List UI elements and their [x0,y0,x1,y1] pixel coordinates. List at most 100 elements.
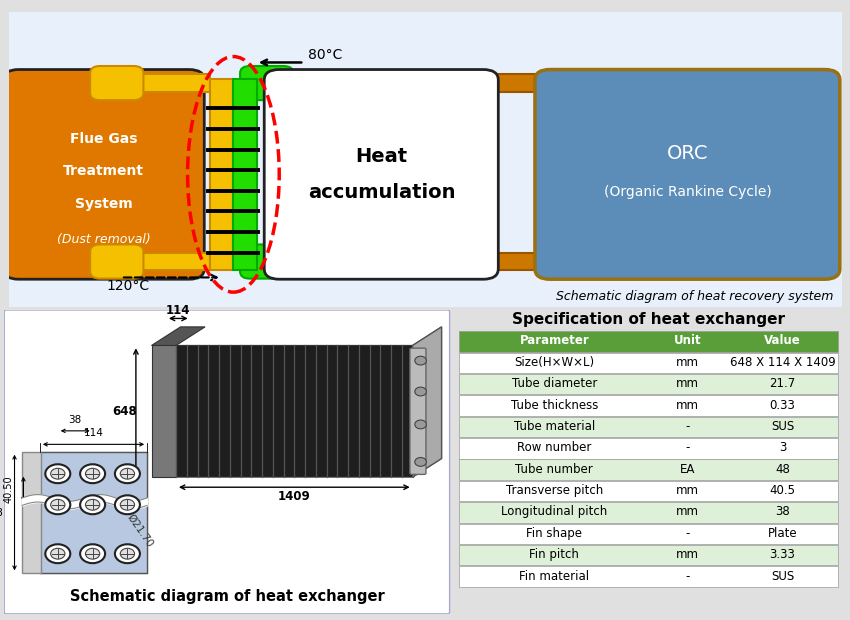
Text: mm: mm [677,548,700,561]
Text: (Organic Rankine Cycle): (Organic Rankine Cycle) [604,185,771,199]
FancyBboxPatch shape [90,244,144,278]
Text: mm: mm [677,505,700,518]
FancyBboxPatch shape [6,11,844,309]
Text: 114: 114 [83,428,104,438]
FancyBboxPatch shape [22,452,41,574]
Circle shape [86,499,99,510]
FancyBboxPatch shape [459,480,837,502]
Text: 1409: 1409 [278,490,311,503]
Text: 648 X 114 X 1409: 648 X 114 X 1409 [729,356,836,369]
Circle shape [415,356,427,365]
FancyBboxPatch shape [240,244,293,278]
Circle shape [51,499,65,510]
FancyBboxPatch shape [255,253,279,270]
Text: ORC: ORC [666,144,708,163]
Circle shape [415,420,427,429]
Circle shape [45,544,71,563]
Text: Heat: Heat [355,147,408,166]
Text: Treatment: Treatment [63,164,144,179]
Text: Specification of heat exchanger: Specification of heat exchanger [512,311,785,327]
Circle shape [45,495,71,514]
FancyBboxPatch shape [459,438,837,459]
FancyBboxPatch shape [40,452,147,574]
Text: Tube material: Tube material [513,420,595,433]
Text: 40.50: 40.50 [3,476,14,503]
Text: Size(H×W×L): Size(H×W×L) [514,356,594,369]
Text: Ø21.70: Ø21.70 [125,512,156,549]
Text: Unit: Unit [674,334,701,347]
Text: mm: mm [677,484,700,497]
Text: mm: mm [677,399,700,412]
Text: 3.33: 3.33 [769,548,796,561]
Circle shape [115,544,140,563]
Circle shape [115,495,140,514]
Text: accumulation: accumulation [308,182,456,202]
FancyBboxPatch shape [459,331,837,352]
Text: SUS: SUS [771,420,794,433]
Polygon shape [151,327,205,345]
Text: Schematic diagram of heat recovery system: Schematic diagram of heat recovery syste… [556,290,833,303]
Text: 114: 114 [166,304,190,316]
FancyBboxPatch shape [459,417,837,437]
FancyBboxPatch shape [234,79,257,270]
FancyBboxPatch shape [459,502,837,523]
Text: Fin shape: Fin shape [526,527,582,540]
FancyBboxPatch shape [255,74,279,92]
FancyBboxPatch shape [410,348,426,474]
FancyBboxPatch shape [4,310,450,614]
FancyBboxPatch shape [484,253,552,270]
Text: 120°C: 120°C [107,280,150,293]
Circle shape [121,468,134,479]
FancyBboxPatch shape [535,69,840,279]
FancyBboxPatch shape [264,69,498,279]
Text: System: System [75,197,133,211]
FancyBboxPatch shape [104,253,210,270]
Text: 48: 48 [775,463,790,476]
Text: 3: 3 [779,441,786,454]
FancyBboxPatch shape [459,353,837,373]
Circle shape [51,468,65,479]
Text: Fin pitch: Fin pitch [530,548,580,561]
FancyBboxPatch shape [459,566,837,587]
Circle shape [415,387,427,396]
Text: Longitudinal pitch: Longitudinal pitch [502,505,608,518]
Text: Row number: Row number [517,441,592,454]
Circle shape [80,464,105,483]
Text: -: - [686,441,690,454]
Circle shape [415,458,427,466]
Text: -: - [686,527,690,540]
Text: Flue Gas: Flue Gas [70,132,137,146]
Text: Tube thickness: Tube thickness [511,399,598,412]
FancyBboxPatch shape [459,374,837,394]
Circle shape [121,499,134,510]
FancyBboxPatch shape [459,459,837,480]
Circle shape [115,464,140,483]
Circle shape [86,548,99,559]
FancyBboxPatch shape [459,523,837,544]
Text: 648: 648 [112,405,137,418]
Text: Fin material: Fin material [519,570,589,583]
Text: SUS: SUS [771,570,794,583]
Circle shape [121,548,134,559]
Polygon shape [412,327,441,477]
Text: 38: 38 [775,505,790,518]
Text: mm: mm [677,356,700,369]
Text: 40.5: 40.5 [769,484,796,497]
FancyBboxPatch shape [484,74,552,92]
Text: Tube number: Tube number [515,463,593,476]
FancyBboxPatch shape [3,69,204,279]
Circle shape [80,495,105,514]
Text: Value: Value [764,334,801,347]
Text: EA: EA [680,463,695,476]
Text: Parameter: Parameter [519,334,589,347]
Text: Schematic diagram of heat exchanger: Schematic diagram of heat exchanger [70,589,385,604]
Text: 80°C: 80°C [309,48,343,63]
Text: 38: 38 [69,415,82,425]
Polygon shape [151,345,176,477]
FancyBboxPatch shape [459,545,837,565]
FancyBboxPatch shape [104,74,210,92]
Circle shape [86,468,99,479]
Text: Plate: Plate [768,527,797,540]
Text: 21.7: 21.7 [769,377,796,390]
Text: -: - [686,420,690,433]
